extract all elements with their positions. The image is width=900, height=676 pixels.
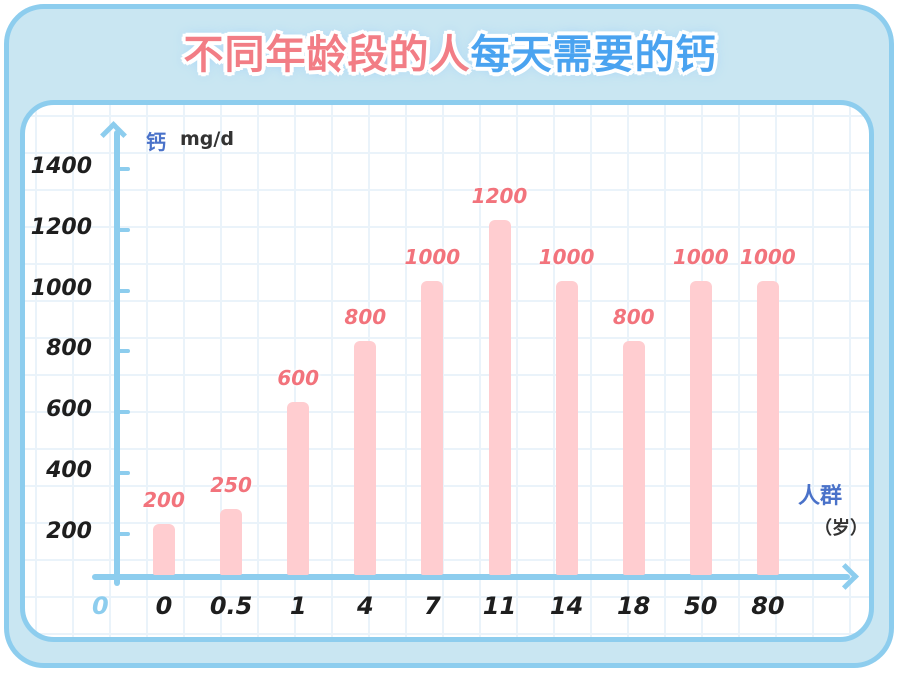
- y-tick-mark: [118, 166, 130, 171]
- bar-value-label: 600: [277, 366, 320, 391]
- y-tick-label: 200: [46, 519, 92, 545]
- x-tick-label: 11: [482, 592, 517, 620]
- bar-value-label: 800: [344, 305, 387, 330]
- bar: [488, 219, 511, 575]
- title-part-age-groups: 不同年龄段的人: [183, 32, 471, 78]
- bar: [421, 280, 444, 575]
- chart-title: 不同年龄段的人每天需要的钙: [0, 22, 900, 80]
- y-axis-unit: mg/d: [180, 128, 234, 150]
- y-tick-label: 1200: [30, 214, 92, 240]
- bar-value-label: 1000: [672, 244, 729, 269]
- x-tick-label: 14: [549, 592, 584, 620]
- x-axis: [92, 574, 850, 580]
- bar: [555, 280, 578, 575]
- y-axis-label: 钙: [146, 130, 166, 154]
- x-tick-label: 50: [684, 592, 718, 620]
- y-tick-label: 800: [46, 336, 92, 362]
- y-tick-mark: [118, 227, 130, 232]
- x-axis-label: 人群: [798, 484, 843, 509]
- bar-value-label: 250: [210, 472, 252, 497]
- y-tick-mark: [118, 288, 130, 293]
- x-tick-label: 0.5: [209, 592, 253, 620]
- y-tick-label: 1400: [30, 153, 92, 179]
- y-tick-label: 600: [46, 397, 92, 423]
- x-tick-label: 80: [751, 592, 785, 620]
- x-axis-unit: （岁）: [814, 518, 868, 539]
- x-tick-label: 0: [155, 592, 173, 620]
- bar-value-label: 200: [143, 488, 185, 513]
- x-tick-label: 7: [424, 592, 441, 620]
- bar-value-label: 1000: [538, 244, 595, 269]
- y-tick-mark: [118, 471, 130, 476]
- y-tick-label: 1000: [30, 275, 92, 301]
- bar: [220, 508, 243, 575]
- bar: [756, 280, 779, 575]
- y-tick-mark: [118, 532, 130, 537]
- x-tick-label: 18: [616, 592, 651, 620]
- y-tick-label: 400: [46, 458, 92, 484]
- title-part-daily-calcium: 每天需要的钙: [470, 32, 717, 78]
- origin-label: 0: [92, 592, 109, 620]
- bar-value-label: 1000: [404, 244, 461, 269]
- bar-value-label: 1200: [471, 183, 528, 208]
- bar-value-label: 800: [612, 305, 655, 330]
- bar: [354, 341, 377, 575]
- y-axis: [114, 130, 120, 586]
- bar: [622, 341, 645, 575]
- bar: [689, 280, 712, 575]
- y-tick-mark: [118, 349, 130, 354]
- plot-area: [20, 100, 874, 642]
- bar: [153, 524, 175, 575]
- bar: [287, 402, 310, 575]
- y-tick-mark: [118, 410, 130, 415]
- bar-value-label: 1000: [740, 244, 796, 269]
- x-tick-label: 1: [289, 592, 307, 620]
- x-tick-label: 4: [356, 592, 374, 620]
